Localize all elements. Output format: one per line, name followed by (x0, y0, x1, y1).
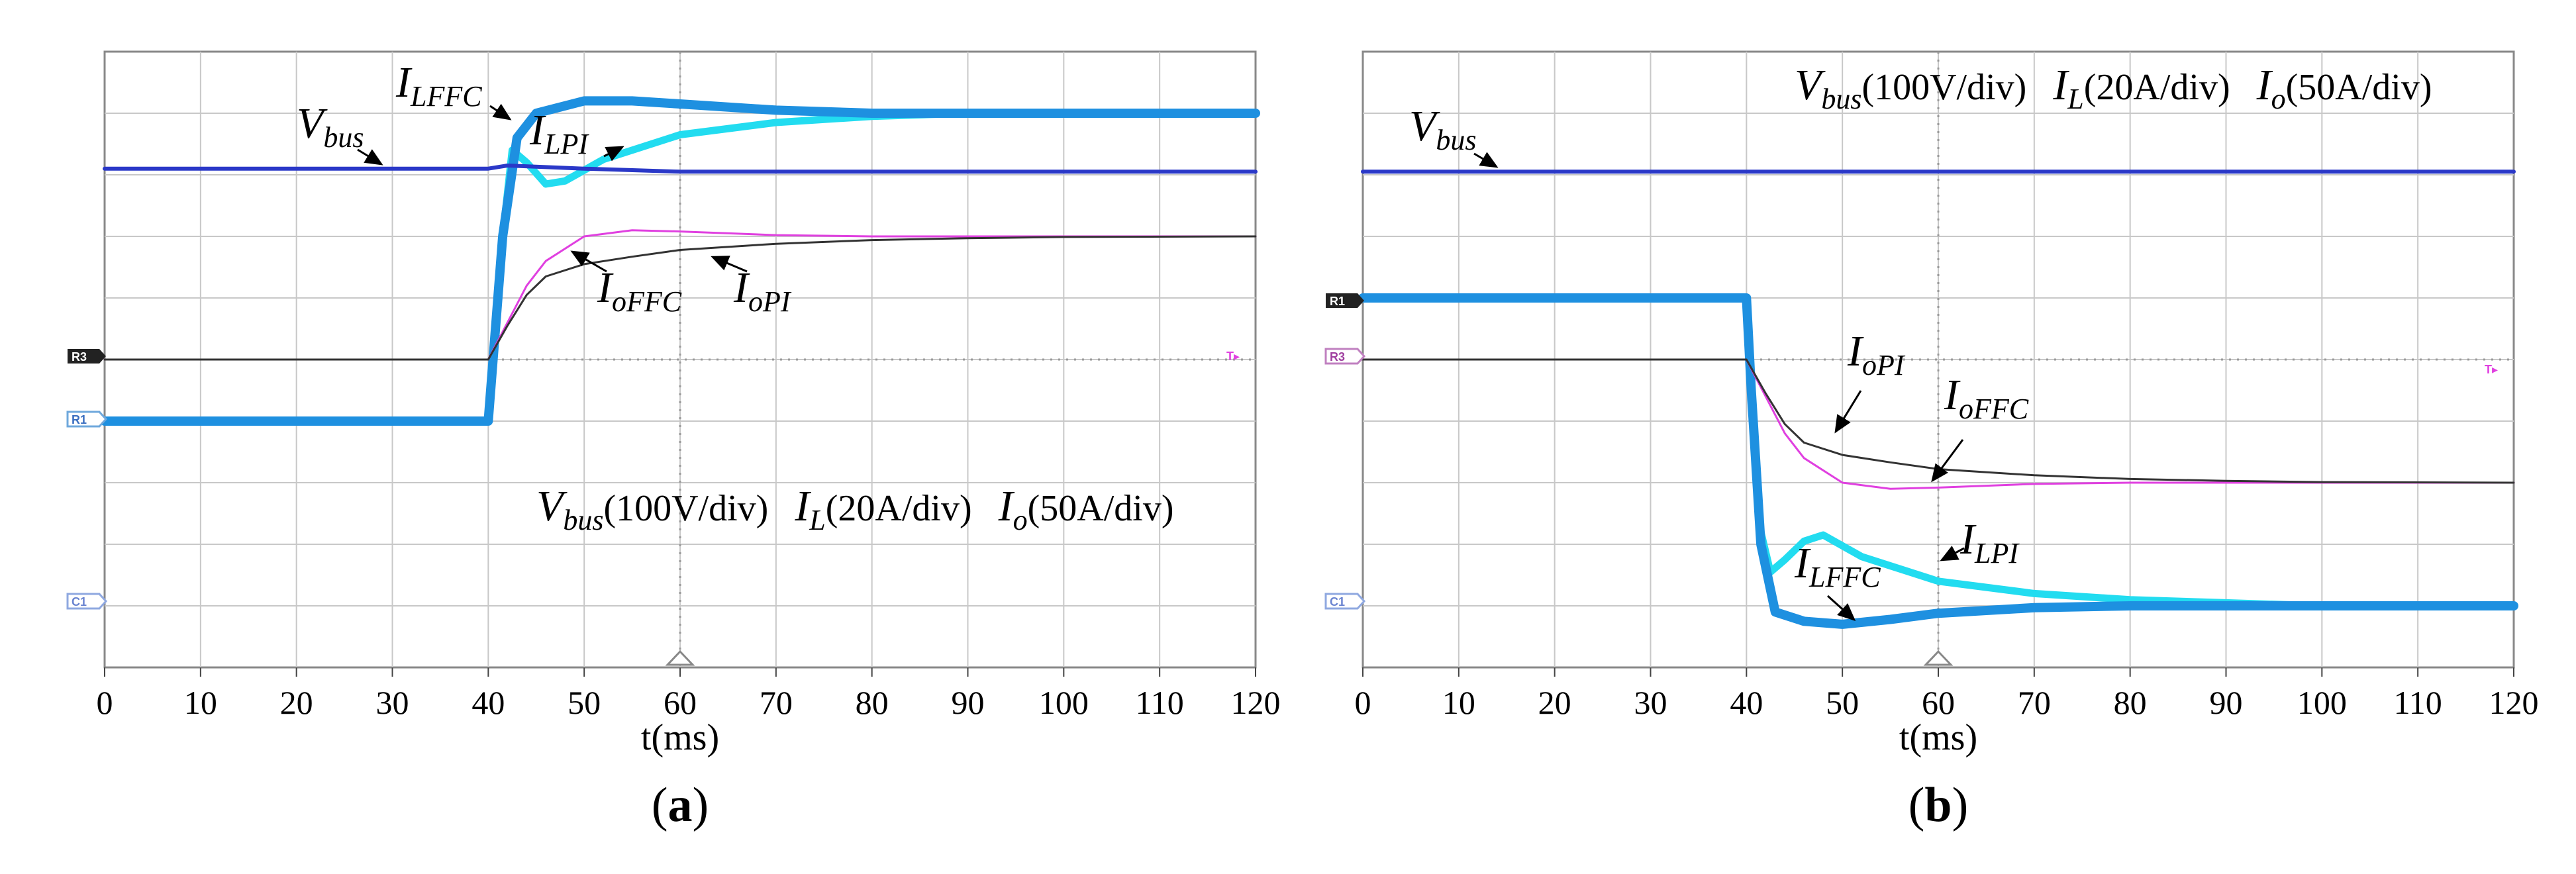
x-tick-label: 70 (2018, 684, 2051, 721)
x-tick-label: 20 (1538, 684, 1571, 721)
x-tick-label: 50 (568, 684, 601, 721)
x-tick-label: 110 (1136, 684, 1184, 721)
panel-a-label: (a) (652, 778, 709, 832)
x-tick-label: 80 (856, 684, 889, 721)
panel-a-r1-marker: R1 (66, 411, 108, 428)
panel-a-legend: Vbus(100V/div) IL(20A/div) Io(50A/div) (536, 482, 1173, 536)
panel-b-vbus-annotation: Vbus (1409, 102, 1476, 156)
c1-marker-label: C1 (1330, 595, 1345, 608)
r3-marker-label: R3 (72, 350, 87, 364)
c1-marker-label: C1 (72, 595, 87, 608)
panel-a-iopi-annotation: IoPI (733, 264, 792, 318)
panel-b-time-marker (1923, 650, 1954, 666)
x-tick-label: 10 (1442, 684, 1475, 721)
x-tick-label: 60 (664, 684, 697, 721)
panel-b-trigger-marker: T▸ (2485, 363, 2498, 376)
panel-a-trigger-marker: T▸ (1226, 350, 1240, 363)
x-tick-label: 50 (1826, 684, 1859, 721)
panel-b-ilpi-annotation: ILPI (1959, 515, 2020, 569)
x-tick-label: 0 (1355, 684, 1371, 721)
x-tick-label: 80 (2114, 684, 2147, 721)
panel-a: 0 10 20 30 40 50 60 70 80 90 100 110 120 R3 R1 C1 T▸… (66, 50, 1281, 832)
x-tick-label: 120 (1231, 684, 1281, 721)
x-tick-label: 30 (1634, 684, 1667, 721)
x-tick-label: 90 (952, 684, 985, 721)
panel-b-xlabel: t(ms) (1899, 717, 1977, 758)
x-tick-label: 40 (471, 684, 505, 721)
panel-a-iopi-curve (103, 235, 1257, 361)
x-tick-label: 100 (2297, 684, 2347, 721)
x-tick-label: 90 (2210, 684, 2243, 721)
x-tick-label: 110 (2394, 684, 2442, 721)
panel-b-ilffc-annotation: ILFFC (1794, 539, 1881, 593)
panel-a-curves (100, 96, 1260, 426)
panel-a-ioffc-annotation: IoFFC (597, 264, 682, 318)
panel-b-legend: Vbus(100V/div) IL(20A/div) Io(50A/div) (1795, 61, 2432, 115)
x-tick-label: 40 (1730, 684, 1763, 721)
panel-a-vbus-curve (103, 164, 1258, 174)
panel-b-iopi-annotation: IoPI (1847, 327, 1906, 381)
panel-b: 0 10 20 30 40 50 60 70 80 90 100 110 120 R1 R3 C1 T▸… (1324, 50, 2539, 832)
panel-b-curves (1358, 170, 2518, 629)
panel-b-ioffc-curve (1362, 358, 2515, 490)
panel-a-time-marker (665, 650, 695, 666)
panel-b-r3-marker: R3 (1324, 348, 1366, 365)
x-tick-label: 70 (760, 684, 793, 721)
panel-b-c1-marker: C1 (1324, 593, 1366, 610)
panel-a-ilffc-curve (100, 96, 1260, 426)
r3-marker-label: R3 (1330, 350, 1345, 364)
panel-a-tick-labels: 0 10 20 30 40 50 60 70 80 90 100 110 120 (97, 684, 1281, 721)
r1-marker-label: R1 (1330, 295, 1345, 308)
panel-b-ioffc-annotation: IoFFC (1944, 371, 2029, 425)
panel-a-vbus-annotation: Vbus (297, 99, 364, 154)
panel-a-ioffc-curve (103, 229, 1257, 361)
r1-marker-label: R1 (72, 413, 87, 426)
panel-a-r3-marker: R3 (68, 349, 106, 364)
panel-b-tick-labels: 0 10 20 30 40 50 60 70 80 90 100 110 120 (1355, 684, 2539, 721)
panel-b-r1-marker: R1 (1326, 293, 1364, 308)
x-tick-label: 10 (184, 684, 217, 721)
panel-b-iopi-curve (1362, 358, 2515, 484)
x-tick-label: 60 (1922, 684, 1955, 721)
x-tick-label: 0 (97, 684, 113, 721)
panel-b-ilffc-curve (1358, 293, 2518, 629)
panel-a-xlabel: t(ms) (641, 717, 719, 758)
x-tick-label: 100 (1039, 684, 1089, 721)
x-tick-label: 30 (376, 684, 409, 721)
panel-a-c1-marker: C1 (66, 593, 108, 610)
panel-a-ilffc-annotation: ILFFC (395, 58, 482, 113)
x-tick-label: 120 (2489, 684, 2539, 721)
panel-a-ilpi-annotation: ILPI (529, 106, 589, 160)
panel-b-label: (b) (1908, 778, 1968, 832)
x-tick-label: 20 (280, 684, 313, 721)
